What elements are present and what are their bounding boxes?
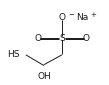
- Text: O: O: [58, 13, 65, 22]
- Text: O: O: [34, 34, 41, 43]
- Text: O: O: [83, 34, 90, 43]
- Text: Na: Na: [76, 13, 88, 22]
- Text: +: +: [90, 12, 96, 18]
- Text: −: −: [69, 12, 74, 18]
- Text: OH: OH: [37, 72, 51, 81]
- Text: HS: HS: [7, 50, 19, 59]
- Text: S: S: [59, 34, 65, 43]
